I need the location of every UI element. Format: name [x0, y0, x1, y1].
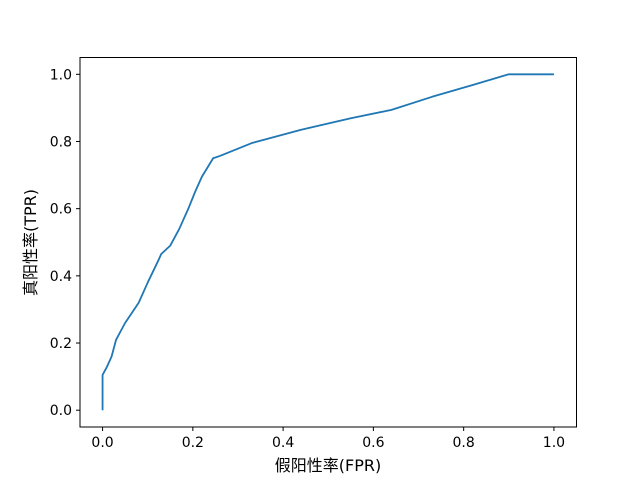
y-axis-ticks: 0.0 0.2 0.4 0.6 0.8 1.0 — [50, 67, 80, 419]
y-tick-label: 0.2 — [50, 336, 72, 352]
plot-area — [79, 57, 577, 428]
y-tick-label: 0.0 — [50, 403, 72, 419]
y-tick-label: 0.6 — [50, 202, 72, 218]
x-axis-ticks: 0.0 0.2 0.4 0.6 0.8 1.0 — [91, 427, 565, 451]
y-tick-label: 1.0 — [50, 67, 72, 83]
x-tick-label: 0.6 — [362, 435, 384, 451]
x-tick-label: 0.0 — [91, 435, 113, 451]
x-tick-label: 1.0 — [543, 435, 565, 451]
y-tick-label: 0.4 — [50, 269, 72, 285]
x-tick-label: 0.2 — [182, 435, 204, 451]
y-axis-label: 真阳性率(TPR) — [21, 189, 40, 296]
x-axis-label: 假阳性率(FPR) — [275, 456, 381, 475]
x-tick-label: 0.8 — [453, 435, 475, 451]
x-tick-label: 0.4 — [272, 435, 294, 451]
y-tick-label: 0.8 — [50, 134, 72, 150]
roc-curve-line — [101, 73, 554, 411]
